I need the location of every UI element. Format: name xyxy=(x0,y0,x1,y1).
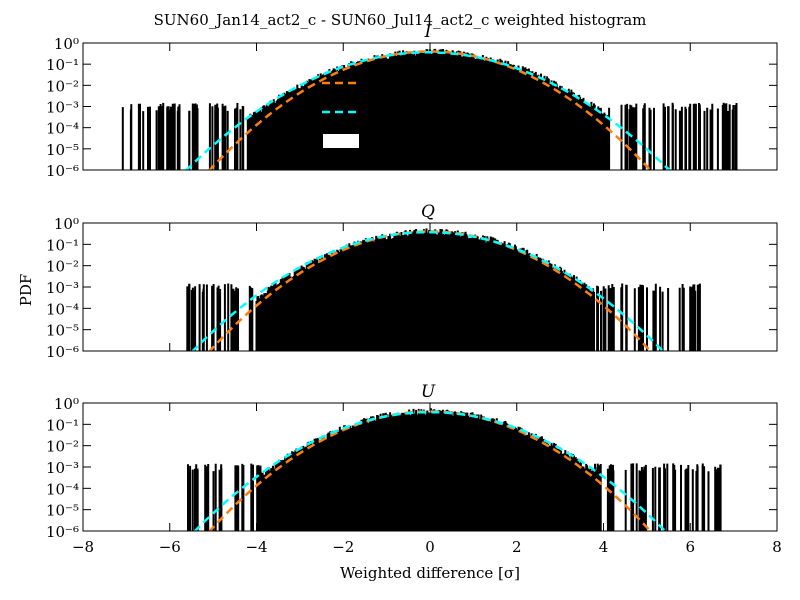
y-tick-label: 10⁻⁵ xyxy=(46,502,79,520)
y-tick-label: 10⁻⁶ xyxy=(46,343,79,361)
fitted-gaussian-curve xyxy=(184,51,672,170)
x-tick-label: −8 xyxy=(72,538,94,556)
y-axis-label: PDF xyxy=(17,274,35,307)
legend-entry-label: White noise xyxy=(377,73,485,94)
y-tick-label: 10⁻⁵ xyxy=(46,322,79,340)
x-tick-label: 8 xyxy=(772,538,782,556)
data-histogram xyxy=(121,48,738,170)
legend-data-swatch xyxy=(321,132,361,150)
plot-area xyxy=(187,408,722,531)
figure-suptitle: SUN60_Jan14_act2_c - SUN60_Jul14_act2_c … xyxy=(154,11,647,29)
x-tick-label: 6 xyxy=(685,538,695,556)
y-tick-label: 10⁻⁶ xyxy=(46,523,79,541)
y-tick-label: 10⁻³ xyxy=(46,99,79,117)
y-tick-label: 10⁻¹ xyxy=(46,236,79,254)
y-tick-label: 10⁻¹ xyxy=(46,416,79,434)
x-tick-label: −2 xyxy=(332,538,354,556)
subplot-q: 10⁰ 10⁻¹ 10⁻² 10⁻³ 10⁻⁴ 10⁻⁵ 10⁻⁶ Q xyxy=(46,202,778,361)
data-histogram xyxy=(187,408,722,531)
subplot-title: Q xyxy=(421,202,435,222)
white-noise-curve xyxy=(208,50,652,170)
y-tick-label: 10⁻⁴ xyxy=(46,480,79,498)
data-histogram xyxy=(186,228,701,351)
legend-entry-label: Fitted Gaussian xyxy=(377,102,521,123)
white-noise-curve xyxy=(208,230,652,351)
subplot-title: I xyxy=(424,22,432,42)
plot-area xyxy=(186,228,701,351)
legend-entry-label: Data xyxy=(377,131,420,152)
legend: White noise Fitted Gaussian Data xyxy=(321,73,521,152)
y-tick-label: 10⁻² xyxy=(46,77,79,95)
white-noise-curve xyxy=(208,410,652,531)
x-tick-label: 0 xyxy=(425,538,435,556)
subplot-u: 10⁰ 10⁻¹ 10⁻² 10⁻³ 10⁻⁴ 10⁻⁵ 10⁻⁶−8 −6 −4 −2 0 2 4 6 8… xyxy=(46,382,782,556)
y-tick-label: 10⁻¹ xyxy=(46,56,79,74)
x-tick-label: 4 xyxy=(599,538,609,556)
y-tick-label: 10⁻⁴ xyxy=(46,120,79,138)
y-tick-label: 10⁻² xyxy=(46,258,79,276)
subplot-title: U xyxy=(421,382,436,402)
y-tick-label: 10⁻² xyxy=(46,438,79,456)
y-tick-label: 10⁻³ xyxy=(46,279,79,297)
x-tick-label: −4 xyxy=(245,538,267,556)
x-tick-label: −6 xyxy=(159,538,181,556)
subplot-panels: 10⁰10⁻¹10⁻²10⁻³10⁻⁴10⁻⁵10⁻⁶I10⁰10⁻¹10⁻²1… xyxy=(46,22,782,556)
subplot-i: 10⁰ 10⁻¹ 10⁻² 10⁻³ 10⁻⁴ 10⁻⁵ 10⁻⁶ I xyxy=(46,22,778,180)
y-tick-label: 10⁰ xyxy=(54,395,79,413)
y-tick-label: 10⁻⁵ xyxy=(46,141,79,159)
plot-area xyxy=(121,48,738,170)
y-tick-label: 10⁻⁶ xyxy=(46,162,79,180)
x-axis-label: Weighted difference [σ] xyxy=(340,564,520,582)
y-tick-label: 10⁻³ xyxy=(46,459,79,477)
x-tick-label: 2 xyxy=(512,538,522,556)
y-tick-label: 10⁰ xyxy=(54,215,79,233)
y-tick-label: 10⁰ xyxy=(54,35,79,53)
y-tick-label: 10⁻⁴ xyxy=(46,300,79,318)
